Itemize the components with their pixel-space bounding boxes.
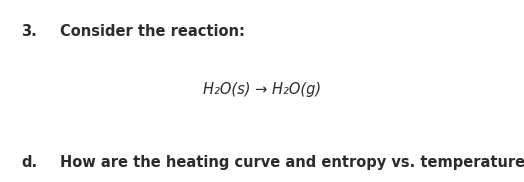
Text: Consider the reaction:: Consider the reaction:: [60, 24, 245, 39]
Text: H₂O(s) → H₂O(g): H₂O(s) → H₂O(g): [203, 82, 321, 97]
Text: d.: d.: [21, 155, 37, 170]
Text: How are the heating curve and entropy vs. temperature plots related?: How are the heating curve and entropy vs…: [60, 155, 524, 170]
Text: 3.: 3.: [21, 24, 37, 39]
